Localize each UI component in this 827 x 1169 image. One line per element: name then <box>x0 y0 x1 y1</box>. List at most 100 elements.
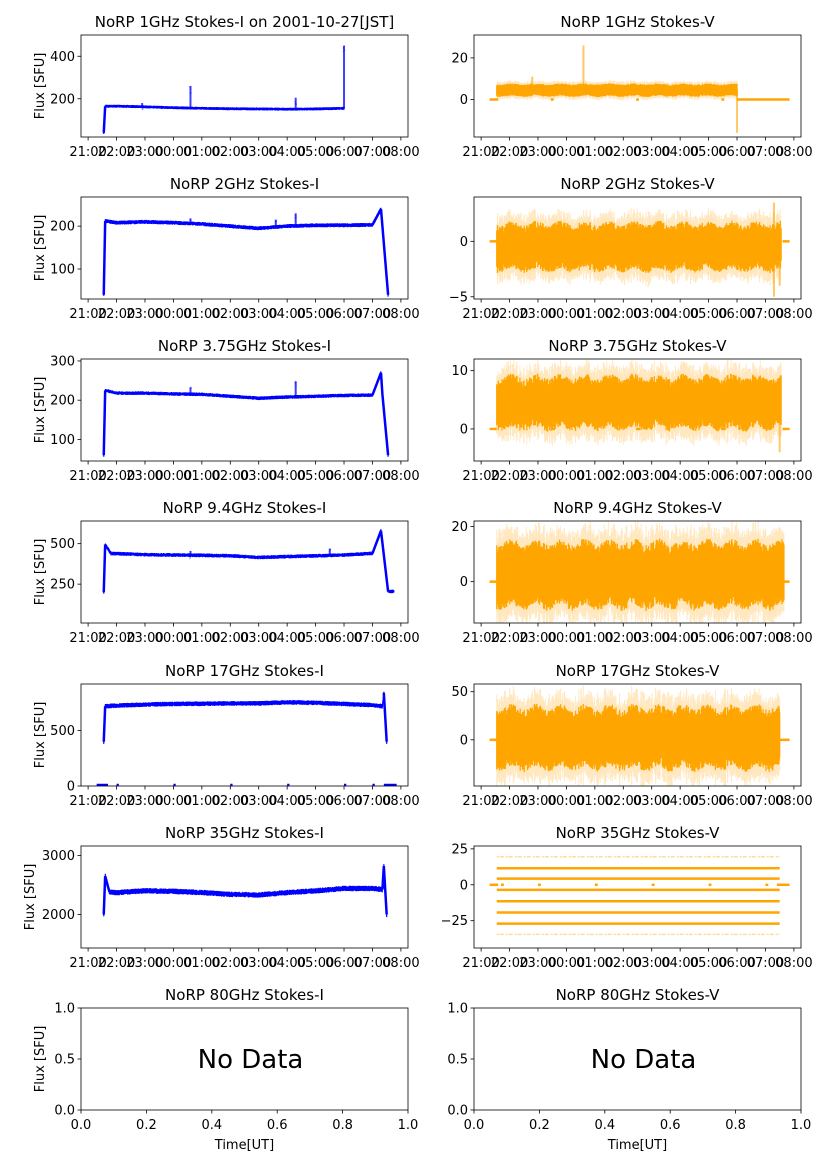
outlier-point <box>189 92 192 95</box>
outlier-point <box>328 550 331 552</box>
x-tick-label: 00:00 <box>548 469 585 484</box>
x-tick-label: 22:00 <box>491 631 528 646</box>
y-tick-label: 500 <box>50 537 75 552</box>
outlier-point <box>295 103 298 105</box>
x-tick-label: 03:00 <box>633 145 670 160</box>
plot-area <box>102 45 346 135</box>
x-tick-label: 03:00 <box>633 631 670 646</box>
outlier-point <box>342 50 345 53</box>
subplot-9: 0 50 21:0022:0023:0000:0001:0002:0003:0004… <box>451 662 812 809</box>
axes-frame <box>473 196 802 300</box>
x-tick-label: 08:00 <box>382 956 419 971</box>
y-tick-label: 20 <box>451 51 468 66</box>
outlier-point <box>141 107 144 110</box>
x-tick-label: 04:00 <box>268 307 305 322</box>
outlier-point <box>189 557 191 560</box>
outlier-point <box>275 221 278 223</box>
x-tick-label: 06:00 <box>325 631 362 646</box>
data-series <box>103 529 395 594</box>
x-tick-label: 02:00 <box>605 631 642 646</box>
x-tick-label: 21:00 <box>69 631 106 646</box>
axes-frame <box>80 358 409 462</box>
x-tick-label: 05:00 <box>297 956 334 971</box>
x-tick-label: 07:00 <box>354 145 391 160</box>
x-tick-label: 05:00 <box>690 307 727 322</box>
subplot-1: 0 20 21:0022:0023:0000:0001:0002:0003:0004… <box>451 13 812 160</box>
x-tick-label: 04:00 <box>661 956 698 971</box>
outlier-point <box>295 381 297 384</box>
x-tick-label: 1.0 <box>791 1118 812 1133</box>
subplot-title: NoRP 17GHz Stokes-V <box>556 662 721 680</box>
x-axis-label: Time[UT] <box>214 1138 274 1153</box>
subplot-title: NoRP 35GHz Stokes-V <box>556 824 721 842</box>
x-tick-label: 23:00 <box>519 307 556 322</box>
y-tick-label: 0.0 <box>54 1104 75 1119</box>
y-axis-label: Flux [SFU] <box>33 377 48 444</box>
outlier-point <box>294 102 297 105</box>
x-tick-label: 08:00 <box>382 145 419 160</box>
x-tick-label: 01:00 <box>183 145 220 160</box>
x-axis-label: Time[UT] <box>607 1138 667 1153</box>
outlier-point <box>189 88 192 91</box>
outlier-point <box>190 220 192 222</box>
data-series <box>103 104 345 135</box>
x-tick-label: 08:00 <box>382 794 419 809</box>
x-tick-label: 01:00 <box>576 307 613 322</box>
y-tick-label: 0 <box>460 878 468 893</box>
x-tick-label: 04:00 <box>268 469 305 484</box>
x-tick-label: 23:00 <box>126 145 163 160</box>
outlier-point <box>189 394 191 396</box>
plot-area <box>489 359 790 453</box>
subplot-10: 2000 3000 21:0022:0023:0000:0001:0002:0003… <box>23 824 420 971</box>
outlier-point <box>190 392 192 394</box>
outlier-point <box>189 392 191 395</box>
axes-frame <box>473 358 802 462</box>
x-tick-label: 0.8 <box>725 1118 746 1133</box>
subplot-4: 10020030021:0022:0023:0000:0001:0002:000… <box>33 337 420 484</box>
x-tick-label: 21:00 <box>462 145 499 160</box>
x-tick-label: 22:00 <box>98 631 135 646</box>
x-tick-label: 23:00 <box>126 307 163 322</box>
x-tick-label: 02:00 <box>212 469 249 484</box>
subplot-title: NoRP 80GHz Stokes-V <box>556 986 721 1004</box>
x-tick-label: 22:00 <box>491 469 528 484</box>
x-tick-label: 23:00 <box>519 956 556 971</box>
plot-area <box>489 521 790 623</box>
x-tick-label: 04:00 <box>661 145 698 160</box>
x-tick-label: 06:00 <box>718 307 755 322</box>
x-tick-label: 22:00 <box>491 794 528 809</box>
y-tick-label: 20 <box>451 520 468 535</box>
x-tick-label: 0.2 <box>529 1118 550 1133</box>
subplot-13: 0.0 0.5 1.0 0.0 0.2 0.4 0.6 0.8 1.0 NoRP 80GHz St… <box>447 986 811 1153</box>
x-tick-label: 05:00 <box>690 145 727 160</box>
x-tick-label: 03:00 <box>633 307 670 322</box>
subplot-12: 0.0 0.5 1.0 0.0 0.2 0.4 0.6 0.8 1.0 NoRP 80GHz St… <box>33 986 418 1153</box>
x-tick-label: 07:00 <box>354 469 391 484</box>
x-tick-label: 01:00 <box>576 631 613 646</box>
outlier-point <box>328 553 331 555</box>
subplot-2: 100 200 21:0022:0023:0000:0001:0002:0003:0… <box>33 175 420 322</box>
x-tick-label: 02:00 <box>605 307 642 322</box>
x-tick-label: 0.6 <box>660 1118 681 1133</box>
x-tick-label: 22:00 <box>98 956 135 971</box>
x-tick-label: 01:00 <box>576 794 613 809</box>
data-edges <box>102 208 390 295</box>
x-tick-label: 23:00 <box>519 794 556 809</box>
y-axis-label: Flux [SFU] <box>33 215 48 282</box>
subplot-title: NoRP 80GHz Stokes-I <box>165 986 324 1004</box>
x-tick-label: 01:00 <box>183 794 220 809</box>
x-tick-label: 21:00 <box>462 794 499 809</box>
no-data-annotation: No Data <box>198 1045 304 1075</box>
y-axis-label: Flux [SFU] <box>33 702 48 769</box>
x-tick-label: 07:00 <box>747 307 784 322</box>
plot-area <box>102 371 390 457</box>
x-tick-label: 04:00 <box>268 631 305 646</box>
x-tick-label: 05:00 <box>690 794 727 809</box>
x-tick-label: 06:00 <box>325 794 362 809</box>
outlier-point <box>294 382 296 384</box>
data-edges <box>102 106 107 133</box>
outlier-point <box>189 92 192 94</box>
x-tick-label: 21:00 <box>462 307 499 322</box>
x-tick-label: 04:00 <box>661 469 698 484</box>
x-tick-label: 06:00 <box>325 956 362 971</box>
